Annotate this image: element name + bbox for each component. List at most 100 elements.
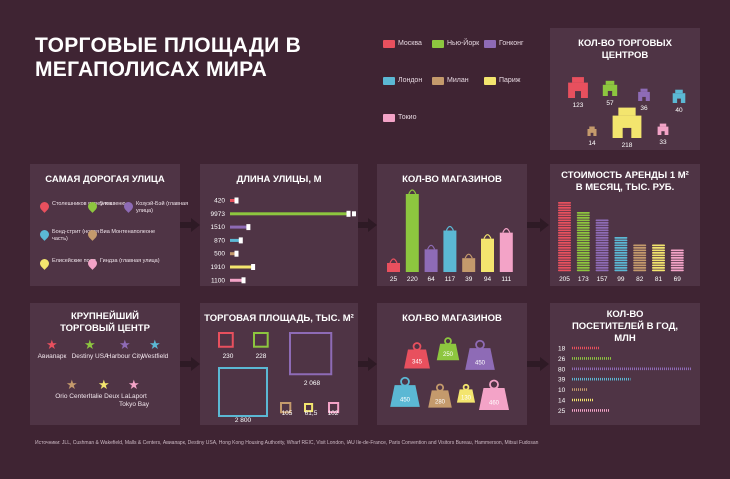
streets-list: Столешников переулок 5-я авеню Козуэй-Бэй … — [30, 164, 188, 286]
value-label: 450 — [400, 397, 411, 403]
value-label: 69 — [674, 276, 682, 283]
value-label: 173 — [578, 276, 589, 283]
coin — [576, 217, 590, 219]
value-label: 500 — [214, 251, 225, 258]
bar-end-marker — [246, 224, 251, 231]
value-label: 870 — [214, 237, 225, 244]
coin — [558, 239, 571, 242]
weight-icon — [479, 388, 509, 410]
coin — [576, 224, 590, 227]
coin — [633, 267, 647, 269]
legend-swatch-london — [383, 77, 395, 85]
bag-bar — [443, 230, 457, 272]
coin — [614, 262, 628, 264]
page-title: ТОРГОВЫЕ ПЛОЩАДИ В МЕГАПОЛИСАХ МИРА — [35, 34, 302, 81]
bar-end-marker — [234, 250, 239, 257]
building-icon — [638, 91, 650, 101]
coin — [576, 239, 590, 242]
star-icon: ★ — [66, 377, 78, 392]
coin — [670, 259, 684, 262]
area-square — [218, 332, 234, 348]
coin — [576, 219, 590, 222]
weight-handle — [435, 383, 445, 392]
coin — [595, 224, 609, 227]
value-label: 250 — [443, 352, 454, 358]
bar — [230, 199, 236, 202]
arrow-right-icon — [191, 218, 200, 232]
coin — [652, 244, 665, 247]
coin — [595, 242, 609, 244]
weight-handle — [475, 339, 485, 350]
value-label: 57 — [606, 100, 614, 107]
coin — [595, 259, 609, 262]
building-top — [675, 89, 683, 94]
building-top — [572, 77, 584, 83]
panel-visitors: КОЛ-ВО ПОСЕТИТЕЛЕЙ В ГОД, МЛН 18 26 80 39 10… — [550, 303, 700, 425]
coin — [576, 229, 590, 232]
weight-handle — [400, 376, 410, 387]
coin — [558, 267, 571, 269]
map-pin-icon — [38, 228, 51, 241]
coin — [558, 249, 571, 252]
coin — [576, 249, 590, 252]
coin — [633, 264, 647, 267]
street-label-tokyo: Гиндза (главная улица) — [100, 258, 160, 264]
legend-label-paris: Париж — [499, 77, 521, 84]
bag-handle — [389, 258, 398, 264]
coin — [558, 254, 571, 257]
legend-swatch-milan — [432, 77, 444, 85]
coin — [652, 254, 665, 257]
mall-label-moscow: Авиапарк — [37, 353, 67, 360]
coin — [595, 234, 609, 237]
building-door — [677, 98, 681, 103]
bar-end-marker — [234, 197, 239, 204]
star-icon: ★ — [46, 337, 58, 352]
bag-handle — [464, 253, 473, 259]
weight-icon — [428, 390, 452, 408]
map-pin-icon — [38, 257, 51, 270]
map-pin-icon — [38, 200, 51, 213]
coin — [633, 247, 647, 249]
coin — [576, 214, 590, 217]
value-label: 10 — [558, 387, 566, 394]
coin — [652, 259, 665, 262]
coin — [670, 257, 684, 259]
coin — [558, 264, 571, 267]
panel-mall-area: ТОРГОВАЯ ПЛОЩАДЬ, ТЫС. М² 230 228 2 068 2 8… — [200, 303, 358, 425]
building-door — [575, 91, 581, 98]
panel-shops-street: КОЛ-ВО МАГАЗИНОВ 25 220 64 117 39 94 111 — [377, 164, 527, 286]
arrow-right-icon — [540, 218, 549, 232]
value-label: 218 — [622, 142, 633, 149]
coin — [595, 229, 609, 232]
bar — [230, 225, 248, 229]
legend-swatch-paris — [484, 77, 496, 85]
coin — [558, 222, 571, 224]
coin — [614, 257, 628, 259]
coin — [633, 269, 647, 272]
value-label: 460 — [489, 401, 500, 407]
arrow-right-icon — [368, 357, 377, 371]
street-label-hongkong: Козуэй-Бэй (главная улица) — [136, 201, 189, 214]
panel-rent: СТОИМОСТЬ АРЕНДЫ 1 М² В МЕСЯЦ, ТЫС. РУБ.… — [550, 164, 700, 286]
coin — [614, 252, 628, 254]
street-length-chart: 420 9973 1510 870 500 1910 1100 — [211, 197, 356, 284]
coin — [558, 244, 571, 247]
coin — [633, 249, 647, 252]
bar-end-marker — [251, 264, 256, 270]
bar-end-marker — [241, 277, 246, 284]
coin — [576, 222, 590, 224]
coin — [614, 242, 628, 244]
coin — [595, 257, 609, 259]
weight-icon — [436, 343, 460, 361]
value-label: 99 — [617, 276, 625, 283]
bag-handle — [427, 244, 436, 250]
weight-icon — [390, 385, 420, 407]
mall-label-tokyo: LaLaport Tokyo Bay — [119, 393, 149, 408]
building-icon — [568, 82, 588, 98]
coin — [670, 254, 684, 257]
coin — [595, 254, 609, 257]
bar-end-marker — [352, 211, 356, 217]
coin — [652, 249, 665, 252]
value-label: 94 — [484, 276, 492, 283]
bar — [230, 212, 348, 216]
